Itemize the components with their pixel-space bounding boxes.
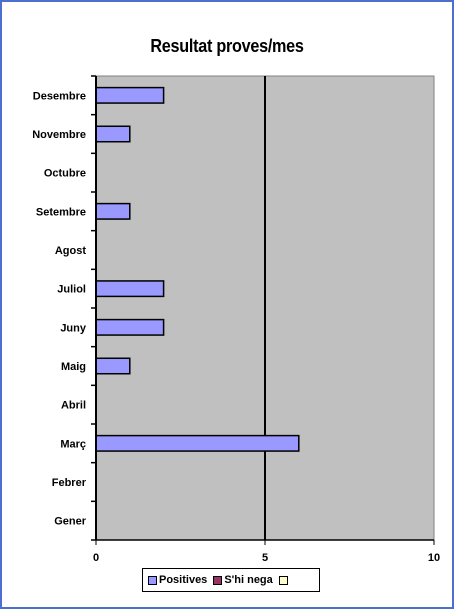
x-tick-label-5: 5 <box>262 552 268 564</box>
bar-març <box>95 434 300 452</box>
legend-label-positives: Positives <box>159 574 208 586</box>
x-axis-labels: 0 5 10 <box>93 552 440 564</box>
y-tick-label-març: Març <box>60 438 86 450</box>
y-axis-ticks <box>91 75 96 541</box>
y-tick-label-octubre: Octubre <box>44 168 86 180</box>
bar-setembre <box>95 202 131 220</box>
legend-swatch-positives <box>148 575 157 585</box>
y-tick-label-desembre: Desembre <box>33 90 86 102</box>
y-tick-label-juliol: Juliol <box>57 284 86 296</box>
x-tick-label-10: 10 <box>428 552 440 564</box>
legend: Positives S'hi nega <box>142 568 320 592</box>
y-tick-label-maig: Maig <box>61 361 86 373</box>
legend-item-shi-nega: S'hi nega <box>213 574 273 586</box>
legend-item-positives: Positives <box>148 574 207 586</box>
legend-swatch-third <box>278 575 288 585</box>
y-tick-label-febrer: Febrer <box>52 477 87 489</box>
bar-juliol <box>95 280 165 298</box>
y-tick-label-gener: Gener <box>54 516 87 528</box>
legend-item-third <box>278 575 290 585</box>
bar-desembre <box>95 86 165 104</box>
y-tick-label-juny: Juny <box>60 322 87 334</box>
legend-label-shi-nega: S'hi nega <box>224 574 273 586</box>
y-tick-label-abril: Abril <box>61 400 86 412</box>
chart-title: Resultat proves/mes <box>150 36 304 56</box>
x-tick-label-0: 0 <box>93 552 99 564</box>
y-tick-label-agost: Agost <box>55 245 87 257</box>
legend-swatch-shi-nega <box>213 575 223 585</box>
bars <box>95 86 300 452</box>
x-axis-ticks <box>95 540 435 545</box>
y-tick-label-novembre: Novembre <box>32 129 86 141</box>
bar-maig <box>95 357 131 375</box>
y-tick-label-setembre: Setembre <box>36 206 86 218</box>
bar-novembre <box>95 125 131 143</box>
y-axis-labels: Gener Febrer Març Abril Maig Juny Juliol Agost S… <box>32 90 87 527</box>
bar-juny <box>95 318 165 336</box>
